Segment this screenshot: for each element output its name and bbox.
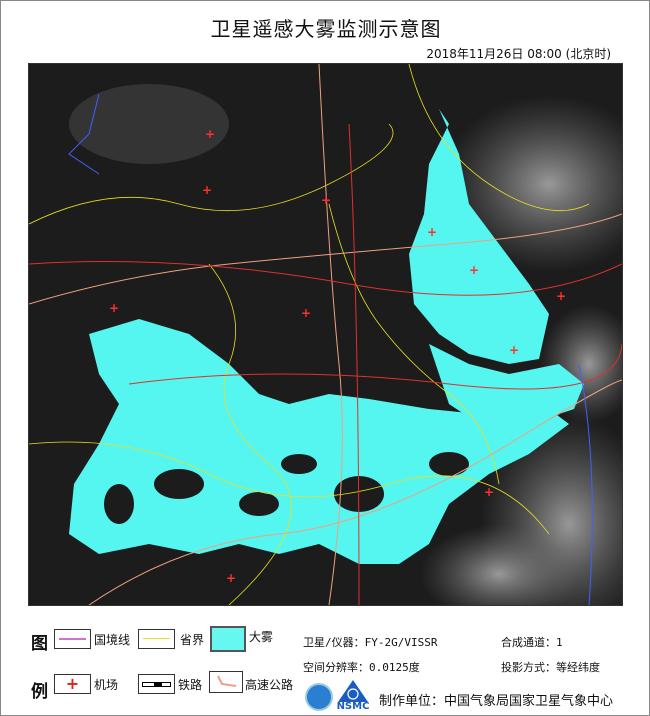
satellite-map[interactable]: + + + + + + + + + + + (28, 63, 623, 606)
rail-lines (29, 123, 622, 605)
country-borders (68, 93, 593, 605)
nsmc-logo (338, 680, 368, 702)
dark-gaps-in-fog (104, 452, 469, 524)
airport-markers: + + + + + + + + + + + (109, 127, 566, 585)
airport-icon: + (509, 343, 519, 357)
airport-icon: + (205, 127, 215, 141)
airport-icon: + (109, 301, 119, 315)
producer-info: 制作单位：中国气象局国家卫星气象中心 (379, 694, 614, 709)
fog-swatch (210, 626, 246, 652)
legend-label-highway: 高速公路 (245, 678, 294, 692)
border-line-swatch (54, 629, 91, 649)
highway-swatch (209, 671, 243, 693)
page-title: 卫星遥感大雾监测示意图 (210, 17, 442, 41)
fog-areas (69, 109, 584, 564)
legend-heading-top: 图 (31, 634, 48, 654)
projection-info: 投影方式：等经纬度 (501, 661, 600, 674)
legend-label-province: 省界 (180, 633, 205, 647)
province-line-swatch (138, 629, 175, 649)
legend-heading-bottom: 例 (31, 682, 48, 702)
cma-logo (305, 683, 333, 711)
airport-icon: + (301, 306, 311, 320)
legend-label-fog: 大雾 (249, 630, 274, 644)
airport-icon: + (202, 183, 212, 197)
satellite-info: 卫星/仪器：FY-2G/VISSR (303, 636, 438, 649)
datetime-label: 2018年11月26日 08:00 (北京时) (426, 47, 611, 61)
channel-info: 合成通道：1 (501, 636, 563, 649)
legend-label-airport: 机场 (94, 678, 119, 692)
highways (29, 64, 622, 605)
airport-icon: + (484, 485, 494, 499)
airport-icon: + (321, 193, 331, 207)
airport-icon: + (469, 263, 479, 277)
airport-icon: + (54, 674, 91, 694)
resolution-info: 空间分辨率：0.0125度 (303, 661, 420, 674)
railway-swatch (138, 674, 175, 694)
nsmc-logo-text: NSMC (336, 701, 370, 712)
legend-label-railway: 铁路 (178, 678, 203, 692)
legend-label-border: 国境线 (94, 633, 131, 647)
airport-icon: + (556, 289, 566, 303)
airport-icon: + (226, 571, 236, 585)
airport-icon: + (427, 225, 437, 239)
